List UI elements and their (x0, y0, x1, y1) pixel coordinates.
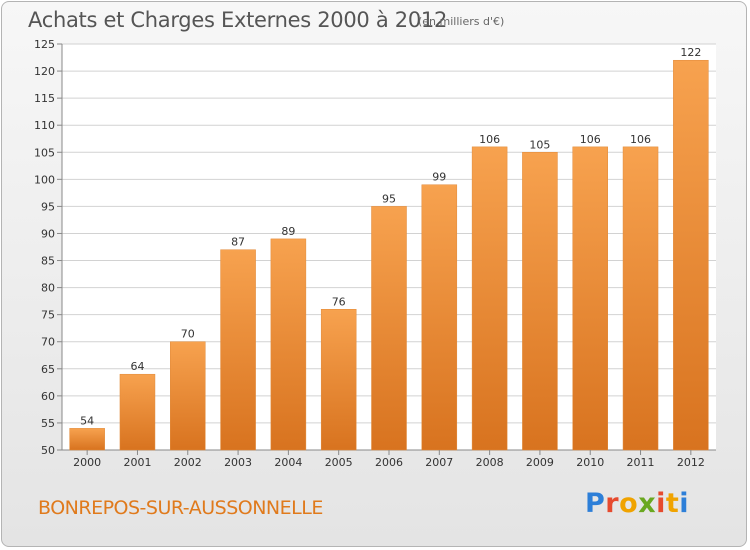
proxiti-logo[interactable]: Proxiti (585, 488, 689, 519)
x-tick-label: 2011 (627, 456, 655, 469)
bar (170, 341, 206, 451)
x-tick-label: 2004 (274, 456, 302, 469)
bar (220, 249, 256, 451)
bar (622, 146, 659, 451)
bar (320, 309, 357, 451)
x-tick-label: 2006 (375, 456, 403, 469)
bar (572, 146, 608, 451)
y-tick-label: 60 (41, 390, 55, 403)
y-tick-label: 120 (34, 65, 55, 78)
x-tick-label: 2008 (476, 456, 504, 469)
bar-value-label: 89 (281, 225, 295, 238)
logo-letter: i (679, 488, 690, 519)
y-tick-label: 55 (41, 417, 55, 430)
bar (673, 59, 709, 451)
y-tick-label: 115 (34, 92, 55, 105)
x-tick-label: 2002 (174, 456, 202, 469)
y-tick-label: 70 (41, 336, 55, 349)
bar-value-label: 64 (130, 360, 144, 373)
y-tick-label: 85 (41, 255, 55, 268)
bar (270, 238, 307, 451)
y-tick-label: 50 (41, 444, 55, 457)
y-tick-label: 110 (34, 119, 55, 132)
commune-name: BONREPOS-SUR-AUSSONNELLE (38, 497, 323, 519)
logo-letter: x (638, 488, 657, 519)
bar-value-label: 105 (529, 138, 550, 151)
bar (69, 428, 105, 451)
y-tick-label: 100 (34, 173, 55, 186)
bar (119, 373, 156, 451)
y-tick-label: 80 (41, 282, 55, 295)
y-tick-label: 65 (41, 363, 55, 376)
y-tick-label: 125 (34, 38, 55, 51)
chart-unit: (en milliers d'€) (418, 15, 505, 28)
bar-value-label: 70 (181, 328, 195, 341)
bar-value-label: 54 (80, 414, 94, 427)
bar-value-label: 87 (231, 236, 245, 249)
x-tick-label: 2010 (576, 456, 604, 469)
logo-letter: P (585, 488, 606, 519)
bar (421, 184, 458, 451)
chart-title: Achats et Charges Externes 2000 à 2012 (28, 8, 448, 32)
x-tick-label: 2009 (526, 456, 554, 469)
bar (371, 206, 407, 451)
y-tick-label: 90 (41, 227, 55, 240)
bar (471, 146, 508, 451)
y-tick-label: 105 (34, 146, 55, 159)
bar-value-label: 99 (432, 171, 446, 184)
x-tick-label: 2001 (123, 456, 151, 469)
bar-value-label: 95 (382, 192, 396, 205)
logo-letter: o (619, 488, 639, 519)
bar-value-label: 106 (479, 133, 500, 146)
y-tick-label: 75 (41, 309, 55, 322)
x-tick-label: 2000 (73, 456, 101, 469)
x-tick-label: 2012 (677, 456, 705, 469)
bar-value-label: 106 (630, 133, 651, 146)
logo-letter: r (605, 488, 620, 519)
logo-letter: t (665, 488, 680, 519)
bar-value-label: 106 (580, 133, 601, 146)
x-tick-label: 2007 (425, 456, 453, 469)
bar (522, 152, 558, 451)
x-tick-label: 2005 (325, 456, 353, 469)
x-tick-label: 2003 (224, 456, 252, 469)
bar-value-label: 122 (680, 46, 701, 59)
bar-value-label: 76 (332, 295, 346, 308)
logo-letter: i (656, 488, 666, 519)
y-tick-label: 95 (41, 200, 55, 213)
